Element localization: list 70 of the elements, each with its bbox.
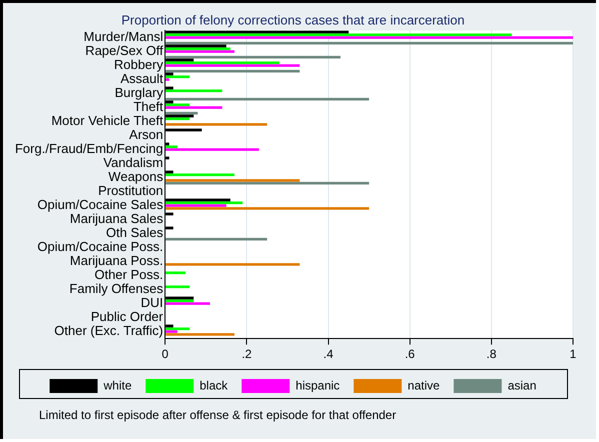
bar xyxy=(166,182,370,185)
bar xyxy=(166,89,222,92)
bar xyxy=(166,50,234,53)
y-tick-label: Vandalism xyxy=(103,155,164,170)
y-tick-label: Theft xyxy=(133,99,164,114)
bar xyxy=(166,117,190,120)
y-tick-label: Prostitution xyxy=(98,183,164,198)
x-tick-label: .8 xyxy=(486,347,497,362)
bar xyxy=(166,333,234,336)
bar xyxy=(166,299,194,302)
y-tick-label: Public Order xyxy=(90,309,164,324)
x-tick-label: .2 xyxy=(242,347,252,362)
y-tick-label: DUI xyxy=(140,295,164,310)
bar xyxy=(166,106,222,109)
bar xyxy=(166,36,573,39)
bar xyxy=(166,238,268,241)
bar xyxy=(166,47,230,50)
legend-label: native xyxy=(408,378,440,392)
y-tick-label: Marijuana Sales xyxy=(70,211,164,226)
x-tick-label: 1 xyxy=(570,347,577,362)
bar xyxy=(166,145,178,148)
y-tick-label: Oth Sales xyxy=(106,225,164,240)
y-tick-label: Weapons xyxy=(108,169,164,184)
y-tick-label: Arson xyxy=(129,127,164,142)
legend-label: black xyxy=(200,378,229,392)
legend-label: hispanic xyxy=(296,378,340,392)
bar xyxy=(166,201,243,204)
bar xyxy=(166,64,300,67)
bar xyxy=(166,56,341,59)
bar xyxy=(166,98,370,101)
bar xyxy=(166,263,300,266)
bar xyxy=(166,204,226,207)
bar xyxy=(166,330,178,333)
bar xyxy=(166,103,190,106)
bar xyxy=(166,302,210,305)
bar xyxy=(166,75,190,78)
y-tick-label: Marijuana Poss. xyxy=(70,253,164,268)
y-tick-label: Opium/Cocaine Sales xyxy=(37,197,164,212)
y-tick-label: Rape/Sex Off xyxy=(85,43,164,58)
bar xyxy=(166,70,300,73)
y-tick-label: Murder/Mansl xyxy=(84,29,164,44)
y-tick-label: Robbery xyxy=(114,57,164,72)
x-tick-label: 0 xyxy=(162,347,169,362)
bar xyxy=(166,285,190,288)
legend-label: white xyxy=(102,378,132,392)
y-tick-label: Other (Exc. Traffic) xyxy=(54,323,164,338)
y-tick-label: Assault xyxy=(120,71,164,86)
bar xyxy=(166,271,186,274)
bar xyxy=(166,179,300,182)
y-tick-label: Family Offenses xyxy=(69,281,164,296)
x-tick-label: .4 xyxy=(323,347,334,362)
bar xyxy=(166,78,170,81)
y-tick-label: Opium/Cocaine Poss. xyxy=(37,239,164,254)
bar xyxy=(166,123,268,126)
bar xyxy=(166,112,198,115)
bar xyxy=(166,33,512,36)
y-tick-label: Other Poss. xyxy=(94,267,164,282)
y-tick-label: Forg./Fraud/Emb/Fencing xyxy=(14,141,164,156)
y-tick-label: Burglary xyxy=(114,85,164,100)
bar xyxy=(166,148,259,151)
bar xyxy=(166,173,234,176)
bar xyxy=(166,42,573,45)
chart-title: Proportion of felony corrections cases that are incarceration xyxy=(121,12,465,28)
y-tick-label: Motor Vehicle Theft xyxy=(51,113,164,128)
legend-label: asian xyxy=(508,378,536,392)
bar xyxy=(166,327,190,330)
bar xyxy=(166,207,370,210)
bar xyxy=(166,61,280,64)
text: Limited to first episode after offense & first episode for that offender xyxy=(39,408,396,422)
x-tick-label: .6 xyxy=(404,347,416,362)
